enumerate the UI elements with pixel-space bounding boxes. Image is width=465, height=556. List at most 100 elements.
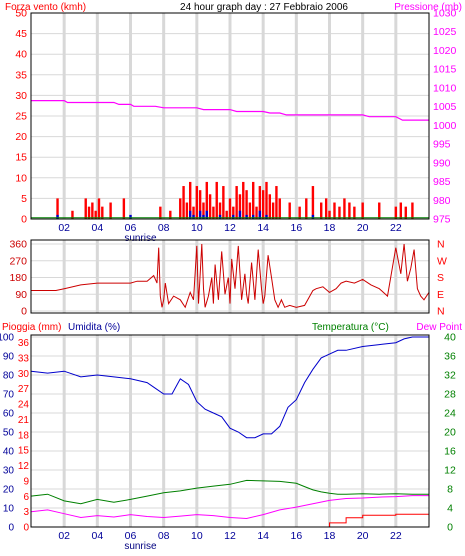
wind-pressure-grid — [31, 12, 429, 220]
wind-gust-bar — [218, 202, 222, 219]
hour-tick: 18 — [324, 222, 336, 234]
rain-tick: 6 — [23, 492, 29, 503]
wind-gust-bar — [198, 190, 202, 219]
wind-speed-tick: 30 — [15, 90, 27, 102]
wind-gust-bar — [275, 186, 278, 219]
wind-direction-degree-tick: 90 — [15, 289, 27, 301]
wind-gust-bar — [192, 206, 195, 219]
wind-average-bar — [238, 210, 242, 219]
wind-gust-bar — [87, 206, 91, 219]
temperature-tick: 0 — [447, 522, 453, 534]
pressure-tick: 1020 — [433, 45, 457, 57]
wind-average-bar — [245, 214, 248, 219]
wind-gust-bar — [101, 206, 104, 219]
rain-tick: 33 — [18, 353, 30, 364]
temperature-axis-label: Temperatura (°C) — [312, 322, 389, 333]
rain-tick: 9 — [23, 476, 29, 487]
pressure-tick-labels: 975 980 985 990 995 1000 1005 1010 1015 1020 1025 1… — [433, 8, 457, 226]
chart-title: 24 hour graph day : 27 Febbraio 2006 — [180, 2, 348, 13]
wind-gust-bar — [320, 202, 323, 219]
rain-humidity-temp-panel: Pioggia (mm) Umidita (%) Temperatura (°C… — [0, 322, 462, 552]
compass-label: N — [437, 306, 445, 318]
wind-gust-bar — [195, 186, 199, 219]
rain-tick: 12 — [18, 461, 30, 472]
wind-gust-bar — [361, 202, 364, 219]
wind-gust-bar — [185, 202, 189, 219]
wind-gust-bar — [71, 210, 74, 219]
pressure-axis-label: Pressione (mb) — [394, 2, 462, 13]
wind-speed-tick: 10 — [15, 172, 27, 184]
wind-gust-bar — [399, 202, 403, 219]
pressure-tick: 1000 — [433, 120, 457, 132]
wind-average-bar — [129, 214, 132, 219]
wind-gust-bar — [404, 206, 407, 219]
wind-gust-bar — [208, 194, 212, 219]
rain-tick: 0 — [23, 523, 29, 534]
rain-humidity-tick-labels: 0102030405060708090100036912151821242730… — [0, 333, 29, 534]
rain-humidity-temp-grid — [31, 335, 429, 528]
hour-tick: 18 — [324, 530, 336, 542]
wind-speed-tick: 0 — [21, 214, 27, 226]
hour-tick: 14 — [257, 530, 269, 542]
rain-tick: 27 — [18, 384, 30, 395]
hour-tick: 14 — [257, 222, 269, 234]
wind-speed-tick: 35 — [15, 69, 27, 81]
wind-direction-degree-tick: 180 — [9, 272, 27, 284]
wind-direction-degree-tick: 0 — [21, 306, 27, 318]
wind-gust-bar — [271, 202, 275, 219]
hour-tick: 02 — [58, 530, 70, 542]
rain-tick: 21 — [18, 415, 30, 426]
wind-gust-bar — [232, 206, 235, 219]
pressure-line — [31, 99, 429, 121]
wind-direction-line — [31, 243, 430, 309]
wind-gust-bar — [348, 202, 351, 219]
hour-tick: 22 — [390, 222, 402, 234]
rain-tick: 24 — [18, 400, 30, 411]
hour-tick: 06 — [125, 222, 137, 234]
humidity-tick: 80 — [3, 371, 15, 382]
wind-gust-bar — [261, 190, 265, 219]
rain-tick: 36 — [18, 338, 30, 349]
wind-speed-tick: 40 — [15, 49, 27, 61]
pressure-tick: 995 — [433, 139, 451, 151]
wind-gust-bar — [245, 190, 248, 219]
temperature-tick: 36 — [444, 351, 456, 363]
wind-speed-tick: 25 — [15, 111, 27, 123]
wind-gust-bar — [94, 210, 97, 219]
wind-gust-bar — [378, 202, 381, 219]
wind-gust-bar — [338, 206, 341, 219]
wind-gust-bar — [394, 206, 398, 219]
wind-gust-bar — [324, 198, 328, 219]
wind-gust-bar — [159, 206, 162, 219]
wind-pressure-lines — [31, 99, 429, 219]
hour-tick: 06 — [125, 530, 137, 542]
wind-gust-bar — [268, 194, 271, 219]
humidity-tick: 20 — [3, 485, 15, 496]
pressure-tick: 985 — [433, 176, 451, 188]
hour-tick: 08 — [158, 530, 170, 542]
pressure-tick: 1005 — [433, 101, 457, 113]
pressure-tick: 990 — [433, 157, 451, 169]
wind-gust-bar — [278, 198, 281, 219]
rain-humidity-temp-x-tick-labels: 02 04 06 08 10 12 14 16 18 20 22 — [58, 530, 402, 542]
wind-gust-bar — [288, 202, 291, 219]
hour-tick: 12 — [224, 222, 236, 234]
sunrise-label-top: sunrise — [124, 233, 157, 244]
wind-speed-tick: 15 — [15, 152, 27, 164]
wind-speed-axis-label: Forza vento (kmh) — [5, 2, 86, 13]
humidity-tick: 90 — [3, 352, 15, 363]
wind-gust-bar — [182, 186, 185, 219]
temperature-tick: 20 — [444, 427, 456, 439]
wind-gust-bar — [212, 206, 215, 219]
wind-average-bar — [258, 210, 262, 219]
wind-speed-tick: 20 — [15, 131, 27, 143]
temperature-tick: 28 — [444, 389, 456, 401]
temperature-tick: 16 — [444, 446, 456, 458]
rain-axis-label: Pioggia (mm) — [2, 322, 61, 333]
wind-gust-bar — [255, 206, 258, 219]
wind-average-bar — [205, 210, 208, 219]
wind-average-bar — [265, 214, 268, 219]
humidity-tick: 60 — [3, 409, 15, 420]
wind-gust-bar — [169, 210, 172, 219]
rain-tick: 3 — [23, 507, 29, 518]
